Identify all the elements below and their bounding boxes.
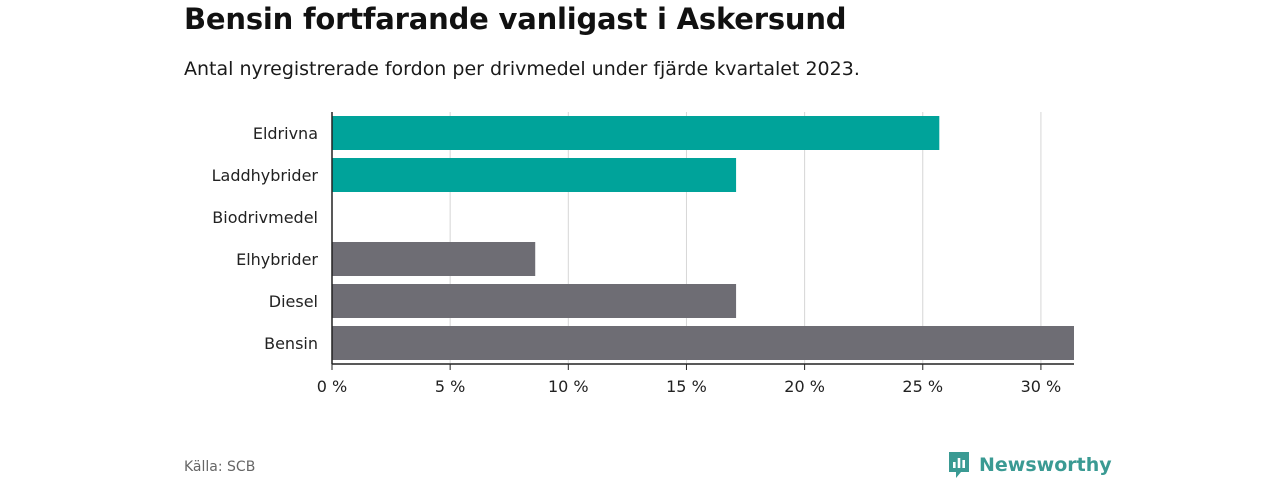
category-label: Eldrivna: [253, 124, 318, 143]
brand-logo: Newsworthy: [947, 450, 1112, 480]
chart-subtitle: Antal nyregistrerade fordon per drivmede…: [184, 58, 860, 80]
x-tick-label: 5 %: [435, 377, 465, 396]
x-tick-label: 30 %: [1021, 377, 1062, 396]
x-tick-label: 15 %: [666, 377, 707, 396]
bar-elhybrider: [332, 242, 536, 276]
bar-eldrivna: [332, 116, 940, 150]
brand-name: Newsworthy: [979, 454, 1112, 476]
category-label: Biodrivmedel: [212, 208, 318, 227]
newsworthy-logo-icon: [949, 452, 969, 478]
bar-diesel: [332, 284, 737, 318]
x-tick-label: 25 %: [902, 377, 943, 396]
x-tick-label: 10 %: [548, 377, 589, 396]
category-label: Laddhybrider: [212, 166, 319, 185]
bar-laddhybrider: [332, 158, 737, 192]
chart-title: Bensin fortfarande vanligast i Askersund: [184, 2, 847, 36]
bar-bensin: [332, 326, 1074, 360]
bar-chart: Eldrivna Laddhybrider Biodrivmedel Elhybrid…: [212, 112, 1074, 396]
x-tick-label: 20 %: [784, 377, 825, 396]
source-note: Källa: SCB: [184, 459, 256, 475]
category-label: Elhybrider: [236, 250, 318, 269]
category-label: Diesel: [269, 292, 318, 311]
category-label: Bensin: [264, 334, 318, 353]
x-tick-label: 0 %: [317, 377, 347, 396]
